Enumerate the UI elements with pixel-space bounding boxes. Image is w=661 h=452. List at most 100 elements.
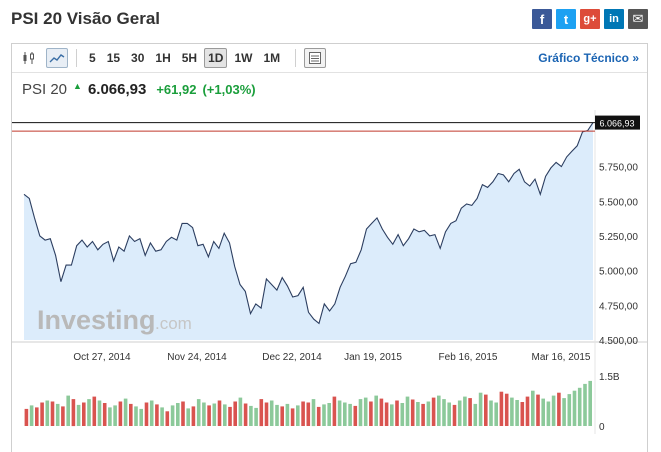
volume-bar (541, 398, 545, 426)
volume-bar (149, 400, 154, 426)
index-name: PSI 20 (22, 81, 68, 98)
x-tick-label: Oct 27, 2014 (73, 352, 131, 363)
investing-watermark-suffix: .com (155, 314, 192, 333)
toolbar-divider (76, 49, 77, 67)
volume-bar (223, 404, 227, 426)
email-icon[interactable]: ✉ (628, 9, 648, 29)
volume-bar (243, 403, 248, 426)
linkedin-icon[interactable]: in (604, 9, 624, 29)
volume-bar (139, 408, 143, 426)
volume-bar (484, 394, 488, 426)
volume-bar (285, 403, 290, 426)
x-tick-label: Dec 22, 2014 (262, 352, 322, 363)
timeframe-1d[interactable]: 1D (204, 48, 228, 68)
volume-bar (489, 400, 493, 426)
volume-bar (405, 396, 410, 426)
price-line (23, 122, 594, 325)
volume-bar (499, 391, 504, 426)
data-table-icon[interactable] (304, 48, 327, 68)
volume-bar (567, 394, 572, 426)
volume-bar (426, 401, 431, 426)
y-tick-label: 4.750,00 (599, 301, 638, 312)
volume-bar (379, 398, 384, 426)
volume-bar (322, 404, 326, 426)
volume-bar (280, 406, 284, 426)
volume-bar (118, 401, 123, 426)
x-tick-label: Jan 19, 2015 (344, 352, 402, 363)
line-chart-icon[interactable] (46, 48, 68, 68)
volume-bar (468, 398, 472, 426)
volume-bar (290, 408, 295, 426)
volume-bar (306, 402, 311, 426)
volume-bar (316, 406, 321, 426)
timeframe-15m[interactable]: 15 (106, 51, 121, 65)
y-tick-label: 4.500,00 (599, 336, 638, 347)
y-tick-label: 5.250,00 (599, 232, 638, 243)
volume-bar (531, 390, 535, 426)
chart-widget: 5 15 30 1H 5H 1D 1W 1M Gráfico Técnico »… (11, 43, 648, 452)
volume-bar (123, 398, 128, 426)
last-price: 6.066,93 (87, 81, 147, 98)
timeframe-1mo[interactable]: 1M (263, 51, 281, 65)
volume-bar (431, 397, 436, 426)
volume-bar (97, 400, 102, 426)
price-area (24, 122, 593, 340)
volume-bar (217, 400, 222, 426)
volume-bar (55, 403, 60, 426)
volume-bar (437, 395, 441, 426)
volume-bar (332, 396, 337, 426)
volume-bar (384, 402, 389, 426)
timeframe-30m[interactable]: 30 (131, 51, 145, 65)
timeframe-1h[interactable]: 1H (155, 51, 171, 65)
volume-bar (327, 403, 331, 426)
volume-bar (358, 399, 363, 427)
volume-bar (170, 405, 175, 426)
timeframe-5m[interactable]: 5 (89, 51, 96, 65)
candlestick-chart-icon[interactable] (18, 48, 40, 68)
x-tick-label: Mar 16, 2015 (532, 352, 591, 363)
volume-bar (494, 402, 498, 426)
volume-bar (363, 397, 368, 426)
investing-watermark: Investing (37, 305, 156, 335)
volume-bar (40, 402, 44, 426)
volume-min-label: 0 (599, 422, 605, 433)
volume-bar (108, 407, 112, 426)
timeframe-1w[interactable]: 1W (234, 51, 253, 65)
chart-toolbar: 5 15 30 1H 5H 1D 1W 1M Gráfico Técnico » (12, 44, 647, 73)
google-plus-icon[interactable]: g+ (580, 9, 600, 29)
volume-bar (510, 397, 514, 426)
volume-bar (24, 408, 29, 426)
volume-bar (452, 404, 457, 426)
volume-bar (191, 406, 196, 426)
facebook-icon[interactable]: f (532, 9, 552, 29)
volume-bar (515, 400, 519, 426)
volume-bar (311, 399, 316, 427)
price-change: +61,92 (156, 82, 197, 97)
volume-bar (416, 402, 420, 426)
volume-bar (129, 403, 133, 426)
volume-bar (254, 407, 258, 426)
volume-bar (155, 404, 159, 426)
y-tick-label: 5.750,00 (599, 163, 638, 174)
volume-bar (87, 399, 91, 427)
volume-bar (337, 400, 342, 426)
volume-bar (102, 403, 107, 426)
volume-bar (390, 404, 394, 426)
volume-bar (577, 387, 582, 426)
twitter-icon[interactable]: t (556, 9, 576, 29)
volume-bar (572, 390, 577, 426)
arrow-up-icon: ▲ (73, 81, 82, 91)
volume-bar (536, 394, 540, 426)
timeframe-5h[interactable]: 5H (181, 51, 198, 65)
volume-bar (264, 402, 269, 426)
volume-bar (186, 408, 190, 426)
toolbar-divider (295, 49, 297, 67)
technical-chart-link[interactable]: Gráfico Técnico » (538, 51, 639, 65)
volume-bar (562, 398, 566, 426)
volume-bar (196, 399, 201, 427)
volume-bar (369, 401, 373, 426)
volume-bar (343, 402, 347, 426)
volume-bar (442, 399, 446, 427)
price-chart[interactable]: Investing .com 6.066,93 5.750,00 5.500,00 5.2… (12, 44, 647, 452)
volume-bar (35, 407, 39, 426)
